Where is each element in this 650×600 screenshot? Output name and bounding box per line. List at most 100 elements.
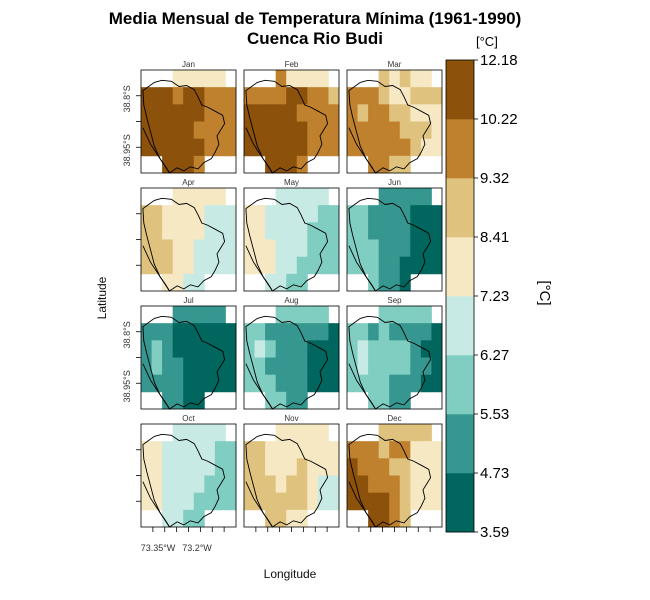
grid-cell — [399, 306, 411, 324]
grid-cell — [307, 492, 319, 511]
grid-cell — [141, 138, 152, 157]
grid-cell — [368, 104, 380, 122]
grid-cell — [265, 222, 277, 240]
grid-cell — [420, 256, 432, 275]
grid-cell — [420, 492, 432, 511]
grid-cell — [183, 256, 195, 275]
grid-cell — [410, 441, 422, 459]
colorbar-segment — [446, 355, 474, 415]
grid-cell — [193, 323, 205, 341]
grid-cell — [389, 138, 401, 157]
grid-cell — [162, 441, 174, 459]
grid-cell — [265, 509, 277, 528]
grid-cell — [183, 458, 195, 476]
grid-cell — [193, 87, 205, 105]
grid-cell — [286, 357, 298, 376]
grid-cell — [410, 424, 422, 442]
grid-cell — [347, 222, 358, 240]
grid-cell — [214, 340, 226, 358]
grid-cell — [244, 441, 255, 459]
grid-cell — [275, 306, 287, 324]
grid-cell — [399, 374, 411, 393]
grid-cell — [431, 121, 443, 140]
grid-cell — [328, 239, 340, 258]
grid-cell — [172, 155, 184, 174]
grid-cell — [368, 475, 380, 494]
grid-cell — [389, 239, 401, 258]
grid-cell — [275, 256, 287, 275]
grid-cell — [399, 424, 411, 442]
grid-cell — [399, 441, 411, 459]
grid-cell — [368, 340, 380, 358]
grid-cell — [307, 475, 319, 494]
grid-cell — [183, 424, 195, 442]
grid-cell — [368, 492, 380, 511]
grid-cell — [151, 87, 163, 105]
grid-cell — [347, 357, 358, 376]
grid-cell — [193, 391, 205, 410]
grid-cell — [328, 87, 340, 105]
grid-cell — [286, 256, 298, 275]
grid-cell — [162, 391, 174, 410]
grid-cell — [265, 475, 277, 494]
grid-cell — [244, 222, 255, 240]
grid-cell — [378, 475, 390, 494]
panel-title: Jan — [182, 60, 195, 69]
grid-cell — [244, 374, 255, 393]
grid-cell — [389, 475, 401, 494]
colorbar-segment — [446, 473, 474, 533]
grid-cell — [172, 475, 184, 494]
grid-cell — [389, 104, 401, 122]
panel-title: Aug — [284, 296, 298, 305]
grid-cell — [193, 357, 205, 376]
grid-cell — [420, 222, 432, 240]
panel-title: Jul — [183, 296, 193, 305]
grid-cell — [244, 357, 255, 376]
colorbar-tick-label: 4.73 — [480, 465, 509, 482]
panel-oct: Oct — [136, 414, 237, 532]
grid-cell — [378, 138, 390, 157]
coast-line — [245, 245, 273, 292]
grid-cell — [141, 256, 152, 275]
grid-cell — [307, 188, 319, 206]
grid-cell — [265, 121, 277, 140]
grid-cell — [347, 374, 358, 393]
grid-cell — [399, 205, 411, 223]
x-axis-label: Longitude — [264, 567, 317, 581]
grid-cell — [265, 205, 277, 223]
grid-cell — [420, 458, 432, 476]
colorbar-tick-label: 10.22 — [480, 111, 518, 128]
grid-cell — [431, 138, 443, 157]
grid-cell — [389, 357, 401, 376]
grid-cell — [410, 492, 422, 511]
grid-cell — [204, 458, 216, 476]
grid-cell — [431, 340, 443, 358]
panel-may: May — [243, 178, 340, 292]
grid-cell — [317, 87, 329, 105]
panel-title: Oct — [182, 414, 195, 423]
grid-cell — [357, 323, 369, 341]
grid-cell — [162, 239, 174, 258]
grid-cell — [254, 239, 266, 258]
grid-cell — [296, 357, 308, 376]
grid-cell — [214, 70, 226, 88]
grid-cell — [378, 104, 390, 122]
grid-cell — [183, 273, 195, 292]
grid-cell — [410, 306, 422, 324]
grid-cell — [183, 475, 195, 494]
grid-cell — [317, 374, 329, 393]
coast-line — [348, 127, 376, 174]
grid-cell — [296, 188, 308, 206]
grid-cell — [151, 239, 163, 258]
grid-cell — [307, 441, 319, 459]
panel-nov: Nov — [243, 414, 340, 532]
grid-cell — [162, 374, 174, 393]
grid-cell — [307, 222, 319, 240]
grid-cell — [347, 239, 358, 258]
grid-cell — [275, 374, 287, 393]
grid-cell — [265, 374, 277, 393]
grid-cell — [328, 357, 340, 376]
grid-cell — [378, 273, 390, 292]
grid-cell — [286, 138, 298, 157]
grid-cell — [286, 441, 298, 459]
